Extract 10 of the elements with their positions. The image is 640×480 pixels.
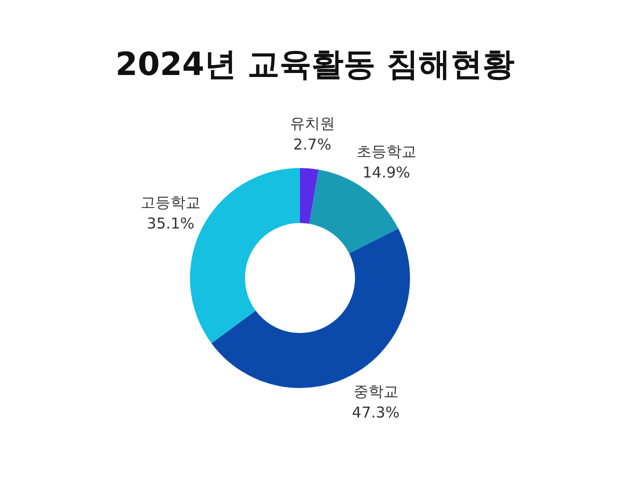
donut-slice	[300, 168, 319, 224]
data-label: 35.1%	[146, 214, 194, 233]
slice-label: 고등학교	[140, 194, 201, 212]
slice-label: 중학교	[353, 382, 398, 401]
data-label: 47.3%	[352, 404, 400, 422]
slice-label: 초등학교	[356, 142, 416, 160]
chart-title: 2024년 교육활동 침해현황	[115, 45, 515, 83]
data-label: 2.7%	[293, 136, 332, 154]
data-label: 14.9%	[362, 164, 410, 182]
slice-label: 유치원	[290, 114, 335, 133]
